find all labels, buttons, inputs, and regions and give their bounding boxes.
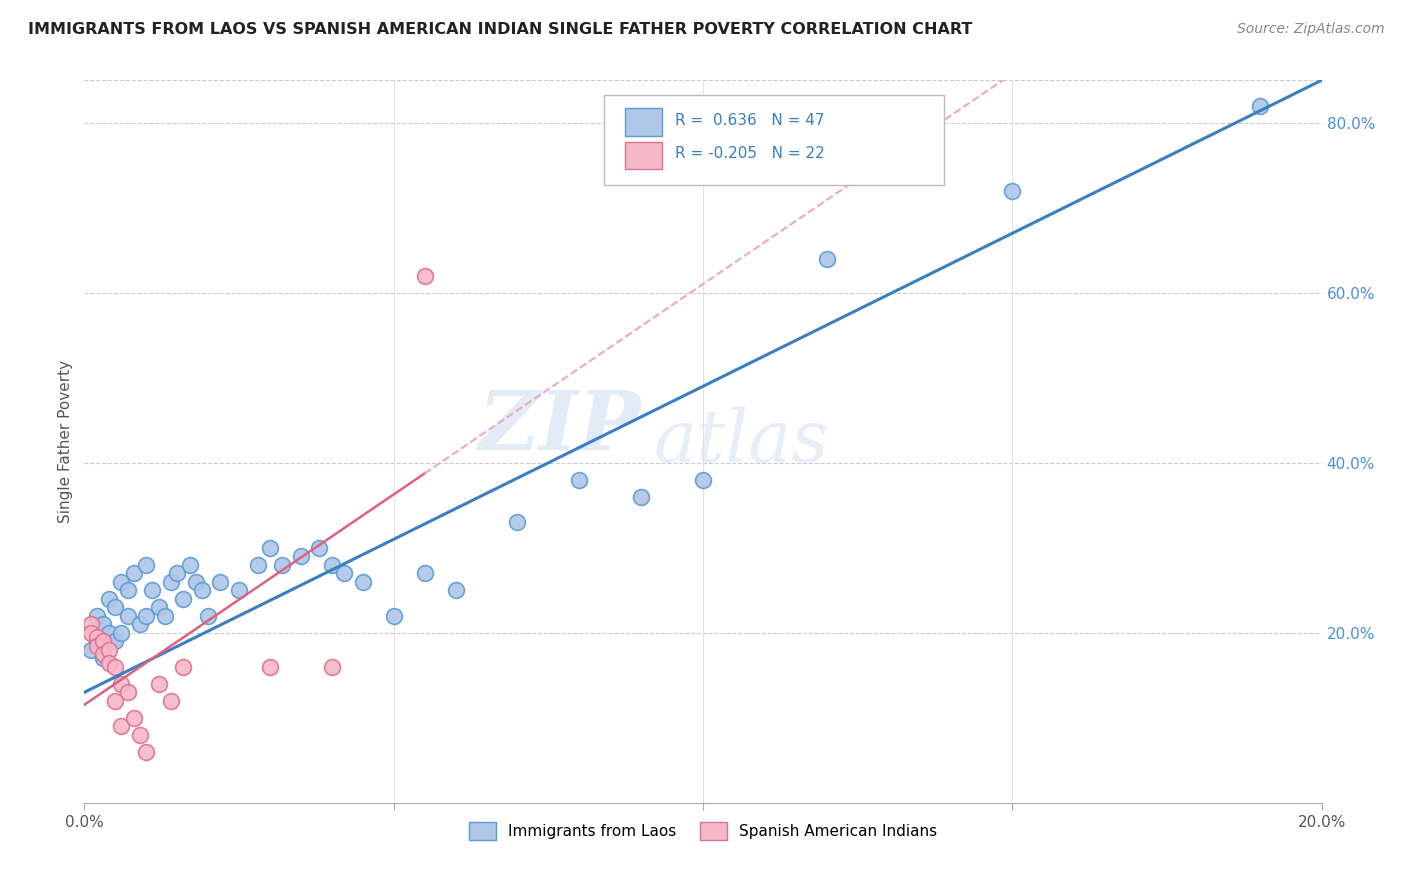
Point [815,252,838,266]
Text: R =  0.636   N = 47: R = 0.636 N = 47 [675,112,824,128]
Point [259,660,281,674]
Point [98,642,121,657]
Point [86,639,108,653]
Text: Source: ZipAtlas.com: Source: ZipAtlas.com [1237,22,1385,37]
Point [568,473,591,487]
Point [79,625,101,640]
Point [104,600,127,615]
Point [86,630,108,644]
Point [148,677,170,691]
Point [246,558,269,572]
Point [110,625,132,640]
Point [98,656,121,670]
Point [135,745,157,759]
Point [413,566,436,581]
Point [692,473,714,487]
Point [352,574,374,589]
Point [117,583,139,598]
Point [104,694,127,708]
Y-axis label: Single Father Poverty: Single Father Poverty [58,360,73,523]
Point [333,566,356,581]
Point [259,541,281,555]
Point [160,574,183,589]
Point [166,566,188,581]
Point [122,711,145,725]
Point [506,516,529,530]
Point [382,608,405,623]
Point [321,558,343,572]
Point [413,268,436,283]
Text: IMMIGRANTS FROM LAOS VS SPANISH AMERICAN INDIAN SINGLE FATHER POVERTY CORRELATIO: IMMIGRANTS FROM LAOS VS SPANISH AMERICAN… [28,22,973,37]
Point [191,583,214,598]
Point [172,660,194,674]
Point [1249,99,1271,113]
Point [184,574,207,589]
Point [148,600,170,615]
Point [308,541,330,555]
Text: ZIP: ZIP [478,387,641,467]
Point [153,608,176,623]
Point [271,558,294,572]
Point [444,583,467,598]
Point [1001,184,1024,198]
Point [98,591,121,606]
Point [86,634,108,648]
Point [160,694,183,708]
Point [104,660,127,674]
Point [110,677,132,691]
Point [104,634,127,648]
Point [91,634,114,648]
Text: R = -0.205   N = 22: R = -0.205 N = 22 [675,145,824,161]
Point [179,558,201,572]
Point [197,608,219,623]
Point [630,490,652,504]
Point [91,647,114,661]
Point [129,728,152,742]
Point [321,660,343,674]
Point [141,583,163,598]
Point [110,719,132,733]
Point [135,608,157,623]
Point [290,549,312,564]
Point [91,651,114,665]
FancyBboxPatch shape [626,109,662,136]
Point [117,608,139,623]
Point [209,574,232,589]
Point [172,591,194,606]
Point [79,642,101,657]
Point [86,608,108,623]
Legend: Immigrants from Laos, Spanish American Indians: Immigrants from Laos, Spanish American I… [463,816,943,846]
FancyBboxPatch shape [605,95,945,185]
Text: atlas: atlas [654,406,830,477]
Point [79,617,101,632]
FancyBboxPatch shape [626,142,662,169]
Point [110,574,132,589]
Point [228,583,250,598]
Point [117,685,139,699]
Point [135,558,157,572]
Point [122,566,145,581]
Point [91,617,114,632]
Point [129,617,152,632]
Point [98,625,121,640]
